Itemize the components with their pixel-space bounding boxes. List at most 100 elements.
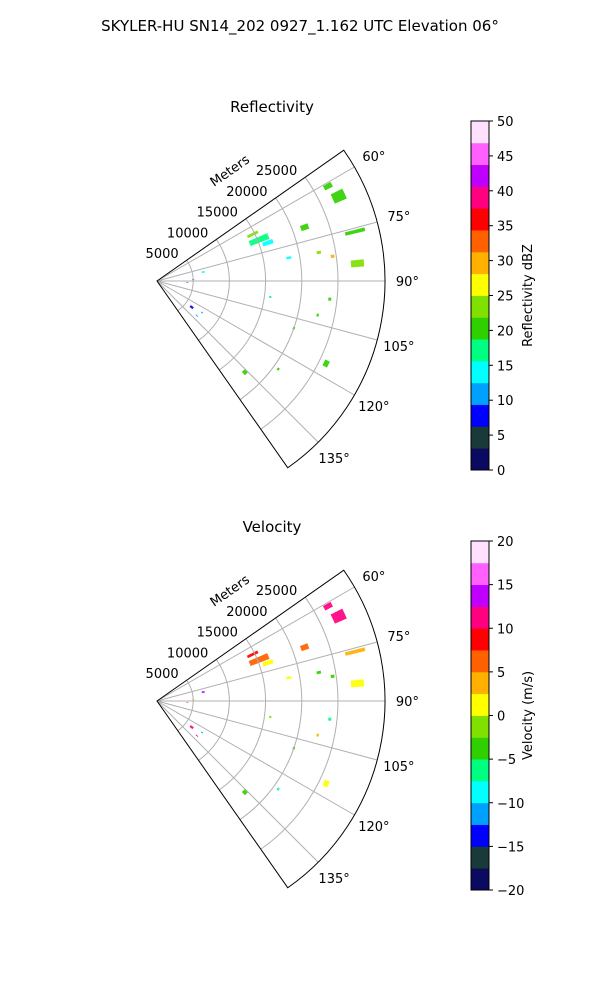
angle-tick-label: 120° xyxy=(358,820,389,835)
colorbar-label: Velocity (m/s) xyxy=(521,671,536,760)
colorbar-segment xyxy=(471,339,489,362)
colorbar-label: Reflectivity dBZ xyxy=(521,244,536,347)
radial-gridline xyxy=(198,239,230,341)
echo-gate xyxy=(200,311,204,314)
angular-gridline xyxy=(156,280,319,443)
colorbar-segment xyxy=(471,541,489,564)
colorbar-segment xyxy=(471,671,489,695)
echo-gate xyxy=(186,702,189,703)
colorbar-segment xyxy=(471,142,489,166)
echo-gate xyxy=(322,181,333,191)
echo-gate xyxy=(248,233,270,247)
panel-title: Velocity xyxy=(243,518,302,536)
angle-tick-label: 75° xyxy=(387,630,410,645)
colorbar-segment xyxy=(471,628,489,651)
colorbar-segment xyxy=(471,846,489,869)
echo-gate xyxy=(241,789,249,796)
radial-tick-label: 10000 xyxy=(167,646,208,661)
echo-gate xyxy=(248,653,270,667)
echo-gate xyxy=(276,367,280,371)
echo-gate xyxy=(200,731,204,734)
colorbar-tick-label: 15 xyxy=(497,579,514,594)
echo-gate xyxy=(299,223,310,232)
colorbar-segment xyxy=(471,230,489,253)
echo-gate xyxy=(330,188,347,204)
angular-gridline xyxy=(156,280,355,396)
colorbar-segment xyxy=(471,317,489,340)
echo-gate xyxy=(330,254,335,259)
colorbar-segment xyxy=(471,164,489,187)
colorbar-segment xyxy=(471,295,489,318)
radial-tick-label: 15000 xyxy=(197,626,238,641)
colorbar-segment xyxy=(471,448,489,471)
echo-gate xyxy=(299,643,310,652)
colorbar-segment xyxy=(471,562,489,586)
echo-gate xyxy=(201,270,205,274)
colorbar-tick-label: 15 xyxy=(497,359,514,374)
radial-tick-label: 5000 xyxy=(146,667,179,682)
echo-gate xyxy=(269,715,272,719)
colorbar-segment xyxy=(471,360,489,384)
echo-gate xyxy=(195,314,199,317)
polar-frame xyxy=(156,149,386,469)
velocity-panel: Velocity 5000 10000 15000 20000 25000 60° 75° 90… xyxy=(146,518,536,899)
echo-gate xyxy=(316,313,320,317)
angular-gridline xyxy=(156,586,355,702)
angular-gridline xyxy=(156,700,319,863)
colorbar-segment xyxy=(471,426,489,449)
angle-tick-label: 90° xyxy=(396,275,419,290)
colorbar-tick-label: −10 xyxy=(497,797,524,812)
echo-gate xyxy=(330,674,335,679)
echo-gate xyxy=(316,250,322,255)
echo-gate xyxy=(330,608,347,624)
radial-gridline xyxy=(218,218,267,371)
colorbar-tick-label: 45 xyxy=(497,150,514,165)
colorbar-tick-label: 20 xyxy=(497,324,514,339)
angle-tick-label: 105° xyxy=(383,340,414,355)
echo-gate xyxy=(344,227,366,236)
angle-tick-label: 90° xyxy=(396,695,419,710)
colorbar-tick-label: −15 xyxy=(497,840,524,855)
echo-gate xyxy=(246,650,259,659)
radial-tick-label: 15000 xyxy=(197,206,238,221)
radial-gridline xyxy=(239,617,303,820)
echo-gate xyxy=(322,779,330,788)
echo-gate xyxy=(246,230,259,239)
radial-tick-label: 20000 xyxy=(226,185,267,200)
radial-tick-label: 10000 xyxy=(167,226,208,241)
angle-tick-label: 75° xyxy=(387,210,410,225)
radial-gridline xyxy=(218,638,267,791)
echo-gate xyxy=(344,647,366,656)
echo-gate xyxy=(328,297,332,301)
colorbar-segment xyxy=(471,208,489,231)
echo-gate xyxy=(241,369,249,376)
angle-tick-label: 60° xyxy=(362,570,385,585)
colorbar-tick-label: 0 xyxy=(497,464,505,479)
echo-gate xyxy=(316,670,322,675)
angular-gridline xyxy=(156,221,378,282)
echo-gate xyxy=(189,725,194,730)
colorbar-tick-label: 30 xyxy=(497,255,514,270)
colorbar-segment xyxy=(471,802,489,825)
angle-tick-label: 120° xyxy=(358,400,389,415)
echo-gate xyxy=(276,787,280,791)
angular-gridline xyxy=(156,700,378,761)
angular-gridline xyxy=(156,166,355,282)
colorbar-segment xyxy=(471,186,489,209)
colorbar-segment xyxy=(471,382,489,405)
colorbar-tick-label: 10 xyxy=(497,394,514,409)
polar-frame xyxy=(156,569,386,889)
echo-gate xyxy=(350,679,365,688)
colorbar-segment xyxy=(471,404,489,427)
colorbar-tick-label: 10 xyxy=(497,622,514,637)
echo-gate xyxy=(262,659,274,667)
colorbar-segment xyxy=(471,715,489,738)
colorbar-segment xyxy=(471,824,489,847)
reflectivity-panel: Reflectivity 5000 10000 15000 20000 25000 60° 7… xyxy=(146,98,536,479)
radial-tick-label: 25000 xyxy=(256,584,297,599)
angle-tick-label: 105° xyxy=(383,760,414,775)
colorbar-segment xyxy=(471,584,489,607)
echo-gate xyxy=(186,282,189,283)
colorbar-segment xyxy=(471,868,489,891)
